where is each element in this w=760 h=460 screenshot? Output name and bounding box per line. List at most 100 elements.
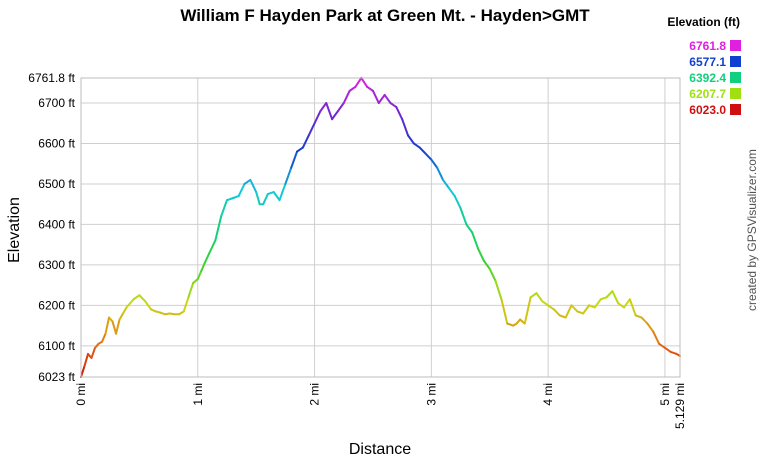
legend-label: 6207.7	[689, 87, 726, 101]
elevation-segment	[80, 365, 86, 378]
elevation-segment	[122, 306, 128, 315]
elevation-segment	[313, 110, 322, 125]
x-tick-label: 2 mi	[308, 383, 322, 406]
elevation-segment	[182, 296, 190, 313]
elevation-segment	[225, 197, 234, 202]
x-axis-title: Distance	[349, 441, 411, 458]
chart-title: William F Hayden Park at Green Mt. - Hay…	[180, 6, 590, 25]
elevation-segment	[360, 76, 369, 88]
elevation-segment	[447, 187, 456, 198]
elevation-segment	[675, 352, 681, 357]
elevation-segment	[617, 302, 626, 309]
elevation-segment	[284, 166, 293, 185]
elevation-segment	[658, 342, 666, 349]
elevation-segment	[342, 89, 351, 105]
elevation-segment	[255, 191, 261, 206]
elevation-segment	[564, 304, 573, 319]
elevation-segment	[412, 142, 421, 149]
elevation-segment	[652, 330, 661, 345]
elevation-segment	[593, 298, 602, 309]
elevation-segment	[115, 318, 121, 335]
elevation-segment	[319, 102, 328, 113]
elevation-segment	[529, 292, 538, 299]
elevation-segment	[599, 296, 608, 301]
elevation-segment	[262, 193, 269, 206]
elevation-segment	[459, 207, 468, 226]
elevation-segment	[144, 300, 153, 311]
elevation-segment	[104, 316, 111, 335]
elevation-segment	[208, 239, 217, 254]
elevation-segment	[494, 280, 503, 301]
elevation-segment	[605, 290, 614, 299]
elevation-segment	[588, 304, 596, 309]
elevation-segment	[453, 195, 462, 210]
y-axis-title: Elevation	[6, 197, 23, 263]
elevation-segment	[325, 102, 334, 121]
x-tick-label: 1 mi	[191, 383, 205, 406]
elevation-segment	[237, 182, 246, 198]
elevation-segment	[558, 314, 567, 319]
elevation-segment	[628, 298, 637, 317]
elevation-segment	[331, 110, 339, 121]
elevation-segment	[471, 231, 480, 250]
x-tick-label: 5.129 mi	[673, 383, 687, 429]
x-tick-label: 4 mi	[541, 383, 555, 406]
elevation-segment	[196, 269, 203, 281]
elevation-segment	[407, 134, 415, 145]
elevation-profile-line	[80, 76, 681, 378]
elevation-segment	[477, 247, 485, 262]
legend-label: 6577.1	[689, 55, 726, 69]
elevation-segment	[243, 178, 252, 185]
elevation-segment	[111, 320, 118, 335]
elevation-segment	[669, 350, 678, 355]
elevation-segment	[192, 278, 199, 285]
y-tick-label: 6100 ft	[38, 339, 75, 353]
elevation-segment	[83, 352, 90, 368]
elevation-segment	[582, 304, 591, 315]
elevation-segment	[663, 346, 672, 353]
elevation-segment	[214, 215, 223, 242]
elevation-segment	[541, 300, 550, 307]
elevation-segment	[500, 298, 509, 325]
grid	[80, 77, 681, 378]
x-tick-label: 5 mi	[658, 383, 672, 406]
elevation-segment	[576, 310, 585, 315]
legend-swatch	[730, 88, 741, 99]
y-tick-label: 6761.8 ft	[28, 71, 75, 85]
elevation-segment	[488, 267, 497, 283]
elevation-segment	[301, 134, 310, 149]
elevation-segment	[611, 290, 620, 305]
x-axis-ticks: 0 mi 1 mi 2 mi 3 mi 4 mi 5 mi 5.129 mi	[74, 383, 687, 429]
elevation-segment	[465, 223, 474, 234]
elevation-segment	[348, 85, 357, 92]
legend-label: 6761.8	[689, 39, 726, 53]
elevation-segment	[383, 93, 392, 105]
legend-swatch	[730, 104, 741, 115]
elevation-segment	[200, 261, 206, 272]
elevation-segment	[535, 292, 544, 303]
elevation-segment	[266, 191, 275, 196]
elevation-segment	[366, 85, 374, 92]
elevation-segment	[389, 102, 398, 109]
elevation-segment	[249, 178, 258, 194]
elevation-segment	[101, 332, 107, 343]
y-tick-label: 6300 ft	[38, 258, 75, 272]
elevation-segment	[296, 146, 304, 153]
elevation-segment	[424, 152, 433, 161]
y-tick-label: 6400 ft	[38, 217, 75, 231]
elevation-segment	[336, 102, 345, 113]
elevation-segment	[436, 166, 445, 181]
y-tick-label: 6700 ft	[38, 96, 75, 110]
elevation-segment	[371, 89, 380, 105]
elevation-segment	[290, 150, 299, 169]
elevation-segment	[220, 199, 228, 218]
y-tick-label: 6600 ft	[38, 136, 75, 150]
elevation-segment	[395, 106, 404, 121]
elevation-segment	[278, 182, 287, 202]
y-tick-label: 6023 ft	[38, 370, 75, 384]
elevation-segment	[203, 251, 211, 264]
elevation-segment	[646, 322, 655, 333]
elevation-segment	[640, 316, 649, 325]
elevation-segment	[442, 178, 450, 190]
